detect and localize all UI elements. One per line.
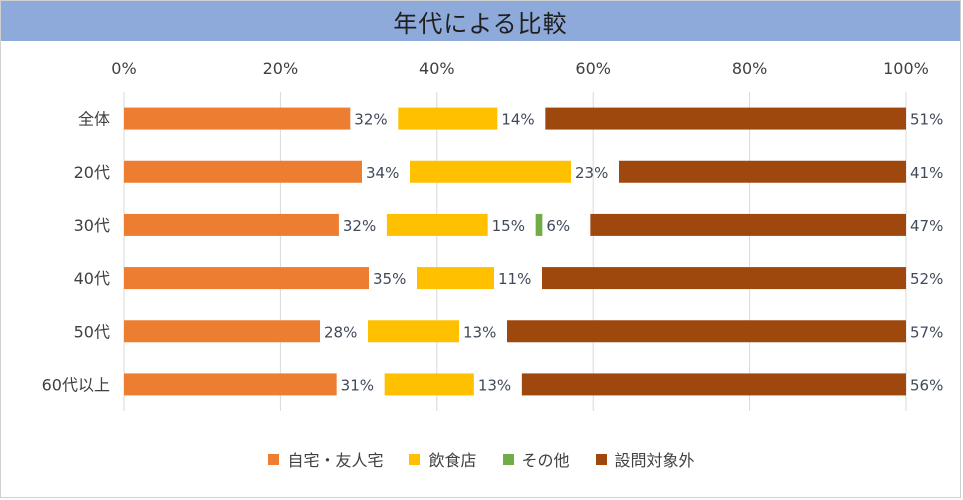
bar-segment (542, 267, 906, 290)
data-label: 56% (910, 376, 943, 394)
bar-segment (535, 213, 543, 236)
data-label: 41% (910, 164, 943, 182)
data-label: 14% (501, 111, 534, 129)
bar-segment (386, 213, 488, 236)
data-label: 15% (492, 217, 525, 235)
bar-segment (410, 160, 571, 183)
bar-segment (368, 320, 459, 343)
bar-segment (124, 373, 337, 396)
category-label: 20代 (74, 163, 110, 182)
data-label: 35% (373, 270, 406, 288)
legend-item: 自宅・友人宅 (268, 447, 383, 471)
category-label: 全体 (78, 110, 110, 129)
data-label: 13% (478, 376, 511, 394)
legend-label: 飲食店 (428, 451, 477, 470)
bar-segment (384, 373, 474, 396)
legend-swatch (595, 453, 607, 465)
x-tick-label: 100% (883, 59, 929, 78)
data-label: 11% (498, 270, 531, 288)
category-label: 60代以上 (42, 375, 110, 394)
data-label: 31% (341, 376, 374, 394)
data-label: 47% (910, 217, 943, 235)
bar-segment (124, 107, 351, 130)
data-label: 28% (324, 323, 357, 341)
chart-title-bar: 年代による比較 (1, 1, 960, 41)
bar-segment (124, 213, 339, 236)
legend-item: 設問対象外 (595, 447, 695, 471)
x-tick-label: 40% (419, 59, 455, 78)
bar-segment (545, 107, 906, 130)
legend-label: その他 (521, 451, 570, 470)
bar-segment (590, 213, 906, 236)
chart-legend: 自宅・友人宅 飲食店 その他 設問対象外 (0, 444, 963, 474)
category-label: 30代 (74, 216, 110, 235)
chart-title: 年代による比較 (393, 9, 568, 38)
data-label: 51% (910, 111, 943, 129)
data-label: 57% (910, 323, 943, 341)
category-label: 40代 (74, 269, 110, 288)
x-tick-label: 0% (111, 59, 136, 78)
legend-label: 設問対象外 (614, 451, 695, 470)
data-label: 6% (546, 217, 570, 235)
bar-segment (507, 320, 906, 343)
bar-segment (398, 107, 498, 130)
data-label: 13% (463, 323, 496, 341)
data-label: 23% (575, 164, 608, 182)
bar-segment (521, 373, 906, 396)
bar-segment (619, 160, 906, 183)
x-tick-label: 80% (732, 59, 768, 78)
data-label: 32% (354, 111, 387, 129)
data-label: 34% (366, 164, 399, 182)
bar-segment (124, 267, 369, 290)
bar-segment (417, 267, 494, 290)
legend-swatch (502, 453, 514, 465)
chart-plot-area: 0%20%40%60%80%100%全体32%14%3%51%20代34%23%… (42, 59, 943, 411)
legend-item: 飲食店 (409, 447, 477, 471)
data-label: 32% (343, 217, 376, 235)
legend-swatch (268, 453, 280, 465)
legend-swatch (409, 453, 421, 465)
x-tick-label: 60% (575, 59, 611, 78)
category-label: 50代 (74, 322, 110, 341)
data-label: 52% (910, 270, 943, 288)
x-tick-label: 20% (263, 59, 299, 78)
legend-item: その他 (502, 447, 570, 471)
bar-segment (124, 160, 362, 183)
bar-segment (124, 320, 320, 343)
legend-label: 自宅・友人宅 (287, 451, 384, 470)
